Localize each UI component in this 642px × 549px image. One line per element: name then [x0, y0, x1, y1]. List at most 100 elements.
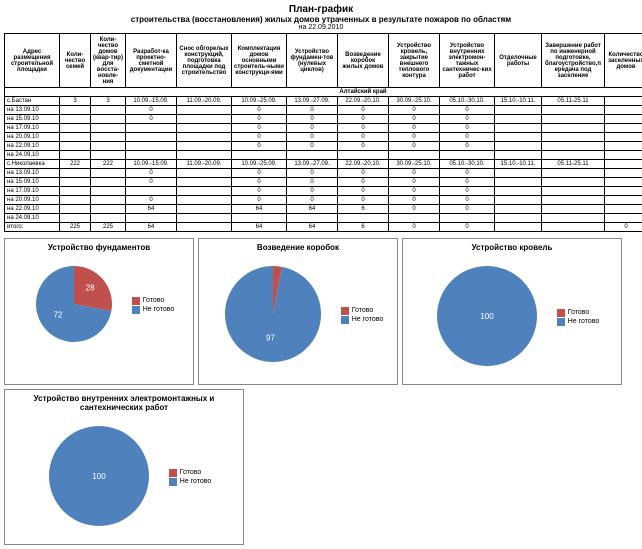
chart-legend: ГотовоНе готово	[132, 296, 175, 315]
table-cell	[60, 205, 91, 214]
table-cell: 0	[389, 205, 440, 214]
table-cell	[91, 178, 126, 187]
table-cell	[389, 151, 440, 160]
table-cell	[605, 178, 642, 187]
chart-box: Устройство внутренних электромонтажных и…	[4, 389, 244, 545]
table-cell	[177, 133, 232, 142]
table-cell: 0	[126, 196, 177, 205]
table-cell	[440, 151, 495, 160]
table-cell	[542, 133, 605, 142]
table-cell	[232, 214, 287, 223]
legend-ready: Готово	[568, 309, 590, 316]
table-cell	[495, 142, 542, 151]
table-row: на 24.09.10	[5, 214, 642, 223]
table-cell	[495, 178, 542, 187]
table-cell	[126, 214, 177, 223]
table-cell	[605, 205, 642, 214]
table-cell: 0	[440, 205, 495, 214]
table-cell	[605, 124, 642, 133]
table-cell: 0	[287, 169, 338, 178]
table-cell	[126, 133, 177, 142]
table-cell: 10.09.-15.09.	[126, 97, 177, 106]
table-cell	[177, 187, 232, 196]
table-cell: 0	[440, 133, 495, 142]
table-cell: 0	[287, 124, 338, 133]
table-cell: 0	[232, 115, 287, 124]
table-cell	[542, 124, 605, 133]
col-header: Комплектация домов основными строитель-н…	[232, 34, 287, 88]
col-header: Завершение работ по инженерной подготовк…	[542, 34, 605, 88]
table-cell: 0	[338, 178, 389, 187]
table-cell: 0	[232, 142, 287, 151]
table-cell	[389, 214, 440, 223]
table-cell: 0	[287, 142, 338, 151]
page-date: на 22.09.2010	[4, 24, 638, 31]
table-cell	[126, 187, 177, 196]
table-cell	[605, 187, 642, 196]
table-cell	[91, 187, 126, 196]
svg-text:100: 100	[92, 472, 106, 481]
legend-ready: Готово	[352, 307, 374, 314]
table-cell: 0	[389, 187, 440, 196]
table-cell	[177, 115, 232, 124]
table-cell	[542, 169, 605, 178]
table-cell: на 13.09.10	[5, 169, 60, 178]
table-cell: 0	[389, 106, 440, 115]
table-cell: 0	[338, 115, 389, 124]
legend-notready: Не готово	[352, 316, 384, 323]
table-cell	[495, 151, 542, 160]
col-header: Отделочные работы	[495, 34, 542, 88]
table-cell: 0	[338, 133, 389, 142]
table-cell	[287, 214, 338, 223]
table-cell	[605, 115, 642, 124]
table-cell: на 15.09.10	[5, 115, 60, 124]
table-cell	[542, 115, 605, 124]
table-cell	[126, 124, 177, 133]
table-cell: 13.09.-27.09.	[287, 160, 338, 169]
table-cell	[440, 214, 495, 223]
table-cell: 0	[389, 124, 440, 133]
chart-title: Возведение коробок	[257, 243, 339, 252]
table-cell	[126, 142, 177, 151]
table-row: на 20.09.100000000	[5, 133, 642, 142]
table-cell	[60, 151, 91, 160]
table-cell: 0	[232, 106, 287, 115]
table-cell: с.Бастан	[5, 97, 60, 106]
col-header: Снос обгорелых конструкций, подготовка п…	[177, 34, 232, 88]
chart-legend: Готово Не готово	[341, 306, 384, 325]
table-cell: 225	[60, 223, 91, 232]
table-cell: на 15.09.10	[5, 178, 60, 187]
table-cell	[177, 124, 232, 133]
table-cell	[338, 214, 389, 223]
table-cell	[542, 142, 605, 151]
table-cell	[91, 106, 126, 115]
table-cell: 0	[126, 178, 177, 187]
table-cell	[495, 169, 542, 178]
table-row: на 13.09.10000000	[5, 106, 642, 115]
svg-text:72: 72	[53, 310, 62, 319]
chart-title: Устройство фундаментов	[48, 243, 150, 252]
table-cell: 6	[338, 205, 389, 214]
table-cell: 0	[389, 115, 440, 124]
table-cell	[605, 169, 642, 178]
pie-chart: 97	[213, 254, 333, 376]
table-cell	[126, 151, 177, 160]
table-cell	[495, 223, 542, 232]
table-row: на 15.09.10000000	[5, 115, 642, 124]
table-cell	[177, 142, 232, 151]
table-cell	[605, 106, 642, 115]
table-row: на 24.09.10	[5, 151, 642, 160]
table-cell: 22.09.-20.10.	[338, 160, 389, 169]
table-cell: 0	[287, 106, 338, 115]
table-cell	[542, 214, 605, 223]
table-cell: 64	[232, 205, 287, 214]
chart-legend: ГотовоНе готово	[169, 468, 212, 487]
table-cell	[542, 196, 605, 205]
table-cell: 0	[232, 178, 287, 187]
table-row: на 15.09.10000000	[5, 178, 642, 187]
table-cell	[605, 133, 642, 142]
table-row: с.Бастан3310.09.-15.09.11.09.-20.09.10.0…	[5, 97, 642, 106]
table-cell	[495, 106, 542, 115]
table-cell: итого:	[5, 223, 60, 232]
legend-notready: Не готово	[143, 306, 175, 313]
